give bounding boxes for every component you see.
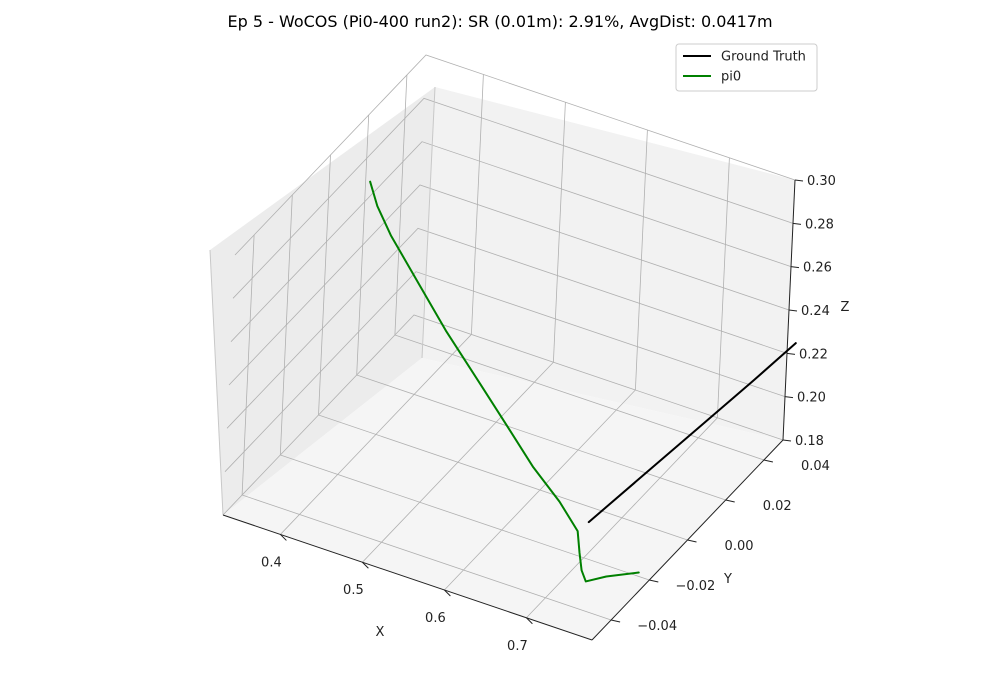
x-tick-mark [526, 617, 533, 625]
grid-line-z [230, 141, 792, 342]
z-tick-mark [786, 352, 796, 355]
y-tick-label: −0.02 [675, 579, 715, 594]
z-tick-label: 0.30 [807, 174, 836, 189]
y-tick-label: 0.00 [725, 539, 754, 554]
y-tick-label: 0.04 [801, 459, 830, 474]
y-tick-label: 0.02 [763, 499, 792, 514]
grid-line-z [228, 184, 790, 386]
z-tick-mark [784, 396, 794, 399]
y-tick-mark [649, 579, 659, 583]
x-tick-label: 0.6 [425, 611, 446, 626]
y-tick-mark [763, 459, 774, 463]
y-tick-mark [610, 619, 621, 623]
chart-title: Ep 5 - WoCOS (Pi0-400 run2): SR (0.01m):… [227, 12, 773, 31]
z-tick-mark [794, 179, 804, 182]
y-tick-mark [725, 499, 735, 503]
z-tick-label: 0.20 [797, 391, 826, 406]
z-axis-label: Z [841, 300, 850, 315]
z-tick-label: 0.22 [799, 347, 828, 362]
x-tick-label: 0.5 [343, 583, 364, 598]
z-tick-label: 0.26 [803, 261, 832, 276]
x-axis-line [222, 514, 593, 641]
z-tick-mark [792, 222, 802, 225]
x-tick-mark [444, 589, 451, 597]
x-tick-label: 0.7 [507, 639, 528, 654]
x-axis-label: X [376, 625, 385, 640]
y-tick-mark [687, 539, 697, 543]
series-line-pi0 [369, 180, 640, 583]
series-line-ground-truth [587, 342, 797, 524]
grid-line-z [234, 54, 796, 256]
x-tick-mark [362, 561, 369, 569]
z-tick-mark [790, 266, 800, 269]
pane-left [210, 87, 435, 515]
grid-line-z [224, 271, 786, 472]
pane-floor [223, 358, 783, 640]
grid-line-z [222, 314, 784, 516]
x-tick-mark [280, 534, 287, 541]
legend: Ground Truth pi0 [675, 43, 818, 92]
z-tick-label: 0.28 [805, 217, 834, 232]
grid-line-z [226, 227, 788, 429]
legend-label-ground-truth: Ground Truth [721, 50, 806, 65]
y-tick-label: −0.04 [637, 619, 677, 634]
series-lines [369, 180, 797, 583]
z-tick-mark [788, 309, 798, 312]
z-tick-mark [782, 439, 792, 442]
tick-marks [280, 179, 804, 625]
legend-label-pi0: pi0 [721, 70, 741, 85]
grid-line-z [232, 97, 794, 299]
pane-right [422, 87, 795, 440]
tick-labels: 0.4 0.5 0.6 0.7 0.04 0.02 0.00 −0.02 −0.04 0.30 0.… [261, 174, 836, 654]
x-tick-label: 0.4 [261, 555, 282, 570]
z-tick-label: 0.24 [801, 304, 830, 319]
z-tick-label: 0.18 [795, 434, 824, 449]
legend-box [675, 43, 818, 92]
grid-lines [222, 54, 796, 621]
y-axis-label: Y [723, 572, 732, 587]
